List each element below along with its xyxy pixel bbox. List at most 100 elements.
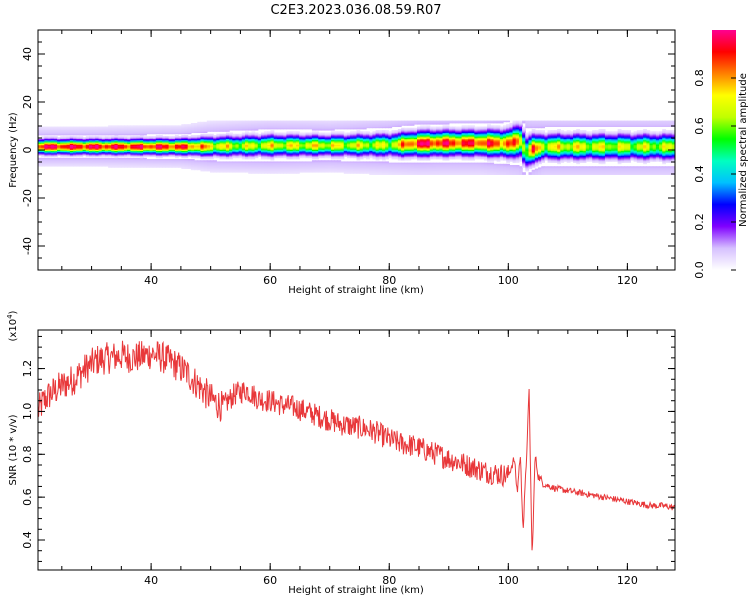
heatmap-cell [50,133,55,136]
heatmap-cell [429,166,434,168]
heatmap-cell [461,135,466,137]
heatmap-cell [401,142,405,144]
heatmap-cell [315,161,319,163]
heatmap-cell [359,126,364,129]
heatmap-cell [200,166,205,168]
heatmap-cell [101,142,106,144]
heatmap-cell [305,165,310,167]
heatmap-cell [152,159,157,161]
heatmap-cell [295,123,300,125]
heatmap-cell [203,147,208,149]
heatmap-cell [251,143,256,145]
heatmap-cell [286,168,291,171]
heatmap-cell [38,151,42,154]
heatmap-cell [372,167,377,169]
heatmap-cell [372,124,377,126]
heatmap-cell [225,138,230,141]
heatmap-cell [264,161,268,163]
heatmap-cell [295,172,300,174]
heatmap-cell [334,165,338,167]
heatmap-cell [429,126,434,129]
heatmap-cell [283,142,288,144]
heatmap-cell [464,171,469,173]
heatmap-cell [308,139,313,142]
heatmap-cell [117,148,122,150]
heatmap-cell [308,163,313,166]
heatmap-cell [232,165,237,167]
heatmap-cell [66,151,71,154]
heatmap-cell [340,151,345,154]
heatmap-cell [267,166,272,168]
heatmap-cell [420,171,424,173]
heatmap-cell [200,147,205,149]
heatmap-cell [38,153,42,155]
heatmap-cell [315,126,319,129]
heatmap-cell [305,156,310,159]
heatmap-cell [426,141,431,143]
heatmap-cell [315,154,319,156]
heatmap-cell [184,130,189,132]
heatmap-cell [203,126,208,129]
heatmap-cell [225,162,230,165]
heatmap-cell [60,136,65,138]
heatmap-cell [69,147,74,149]
heatmap-cell [340,156,345,159]
heatmap-cell [359,171,364,173]
heatmap-cell [467,139,472,142]
heatmap-cell [337,124,342,126]
heatmap-cell [420,126,424,129]
heatmap-cell [442,159,447,161]
heatmap-cell [219,145,224,148]
heatmap-cell [254,144,259,147]
heatmap-cell [359,165,364,167]
heatmap-cell [350,132,354,135]
heatmap-cell [369,166,374,168]
heatmap-cell [410,132,415,135]
heatmap-cell [139,165,144,167]
heatmap-cell [232,150,237,153]
heatmap-cell [397,135,402,137]
heatmap-cell [229,120,233,123]
heatmap-cell [69,151,74,154]
heatmap-cell [426,139,431,142]
heatmap-cell [114,127,119,130]
heatmap-cell [452,149,456,151]
heatmap-cell [149,131,154,133]
heatmap-cell [273,165,278,167]
heatmap-cell [111,157,116,160]
heatmap-cell [445,167,450,169]
heatmap-cell [190,159,195,161]
heatmap-cell [270,141,275,143]
heatmap-cell [184,143,189,145]
heatmap-cell [429,123,434,125]
heatmap-cell [404,145,409,148]
heatmap-cell [238,166,243,168]
heatmap-cell [366,137,370,139]
heatmap-cell [85,144,90,147]
heatmap-cell [302,127,307,130]
heatmap-cell [366,139,370,142]
heatmap-cell [353,145,358,148]
heatmap-cell [174,145,179,148]
heatmap-cell [385,155,389,157]
heatmap-cell [213,166,217,168]
heatmap-cell [410,127,415,130]
heatmap-cell [337,156,342,159]
heatmap-cell [305,135,310,137]
heatmap-cell [209,160,214,162]
heatmap-cell [318,132,323,135]
heatmap-cell [286,155,291,157]
heatmap-cell [464,139,469,142]
heatmap-cell [50,148,55,150]
heatmap-cell [394,130,399,132]
heatmap-cell [232,171,237,173]
heatmap-cell [410,124,415,126]
heatmap-cell [432,120,437,123]
heatmap-cell [432,168,437,171]
heatmap-cell [98,147,103,149]
heatmap-cell [394,156,399,159]
heatmap-cell [104,150,109,153]
heatmap-cell [283,151,288,154]
heatmap-cell [159,139,163,142]
heatmap-cell [276,166,281,168]
